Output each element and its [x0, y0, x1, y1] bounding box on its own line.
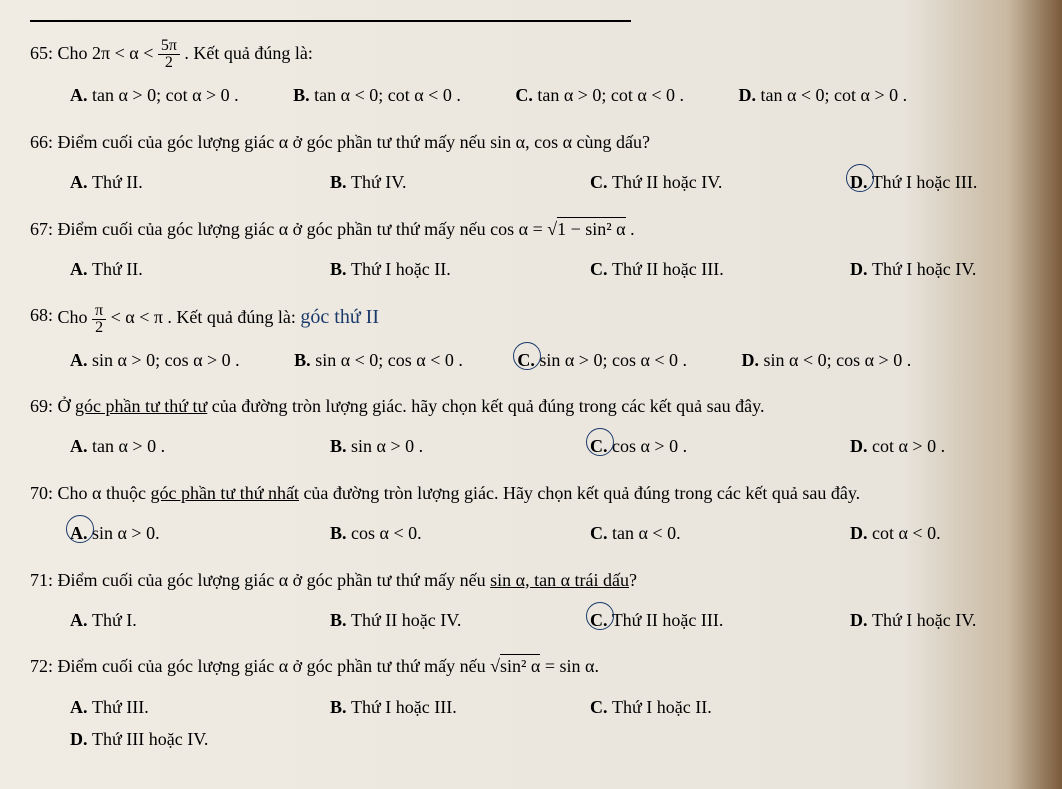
q70-options: A. sin α > 0. B. cos α < 0. C. tan α < 0…	[30, 517, 1032, 549]
q68-handwritten: góc thứ II	[300, 306, 379, 328]
q67-num: 67:	[30, 213, 53, 245]
q71-text-pre: Điểm cuối của góc lượng giác α ở góc phầ…	[58, 570, 491, 590]
q65-options: A. tan α > 0; cot α > 0 . B. tan α < 0; …	[30, 79, 1032, 111]
q72-sqrt: sin² α	[500, 654, 540, 676]
question-66: 66: Điểm cuối của góc lượng giác α ở góc…	[30, 126, 1032, 199]
q66-num: 66:	[30, 126, 53, 158]
q67-options: A. Thứ II. B. Thứ I hoặc II. C. Thứ II h…	[30, 253, 1032, 285]
q68-num: 68:	[30, 299, 53, 331]
q66-options: A. Thứ II. B. Thứ IV. C. Thứ II hoặc IV.…	[30, 166, 1032, 198]
q72-options: A. Thứ III. B. Thứ I hoặc III. C. Thứ I …	[30, 691, 1032, 756]
q68-text-pre: Cho	[58, 307, 93, 327]
question-70: 70: Cho α thuộc góc phần tư thứ nhất của…	[30, 477, 1032, 550]
q70-num: 70:	[30, 477, 53, 509]
q66-text: Điểm cuối của góc lượng giác α ở góc phầ…	[58, 132, 650, 152]
q71-options: A. Thứ I. B. Thứ II hoặc IV. C. Thứ II h…	[30, 604, 1032, 636]
question-65: 65: Cho 2π < α < 5π2 . Kết quả đúng là: …	[30, 37, 1032, 112]
q65-frac: 5π2	[158, 38, 180, 71]
q68-options: A. sin α > 0; cos α > 0 . B. sin α < 0; …	[30, 344, 1032, 376]
question-71: 71: Điểm cuối của góc lượng giác α ở góc…	[30, 564, 1032, 637]
q69-underlined: góc phần tư thứ tư	[75, 396, 207, 416]
q69-options: A. tan α > 0 . B. sin α > 0 . C. cos α >…	[30, 430, 1032, 462]
q71-num: 71:	[30, 564, 53, 596]
q72-num: 72:	[30, 650, 53, 682]
q70-text-pre: Cho α thuộc	[58, 483, 151, 503]
q71-underlined: sin α, tan α trái dấu	[490, 570, 629, 590]
q65-text-pre: Cho 2π < α <	[58, 43, 158, 63]
q69-text-post: của đường tròn lượng giác. hãy chọn kết …	[207, 396, 764, 416]
q67-sqrt: 1 − sin² α	[557, 217, 625, 239]
q69-num: 69:	[30, 390, 53, 422]
q68-frac: π2	[92, 303, 106, 336]
q67-text-post: .	[630, 219, 635, 239]
header-divider	[30, 20, 631, 22]
q65-text-post: . Kết quả đúng là:	[184, 43, 312, 63]
q70-text-post: của đường tròn lượng giác. Hãy chọn kết …	[299, 483, 860, 503]
question-69: 69: Ở góc phần tư thứ tư của đường tròn …	[30, 390, 1032, 463]
q68-text-mid: < α < π . Kết quả đúng là:	[111, 307, 301, 327]
q69-text-pre: Ở	[58, 396, 76, 416]
q71-text-post: ?	[629, 570, 637, 590]
question-67: 67: Điểm cuối của góc lượng giác α ở góc…	[30, 213, 1032, 286]
question-68: 68: Cho π2 < α < π . Kết quả đúng là: gó…	[30, 299, 1032, 376]
q70-underlined: góc phần tư thứ nhất	[150, 483, 298, 503]
question-72: 72: Điểm cuối của góc lượng giác α ở góc…	[30, 650, 1032, 755]
q72-text-post: = sin α.	[545, 656, 599, 676]
q72-text-pre: Điểm cuối của góc lượng giác α ở góc phầ…	[58, 656, 491, 676]
q65-num: 65:	[30, 37, 53, 69]
q67-text-pre: Điểm cuối của góc lượng giác α ở góc phầ…	[58, 219, 548, 239]
